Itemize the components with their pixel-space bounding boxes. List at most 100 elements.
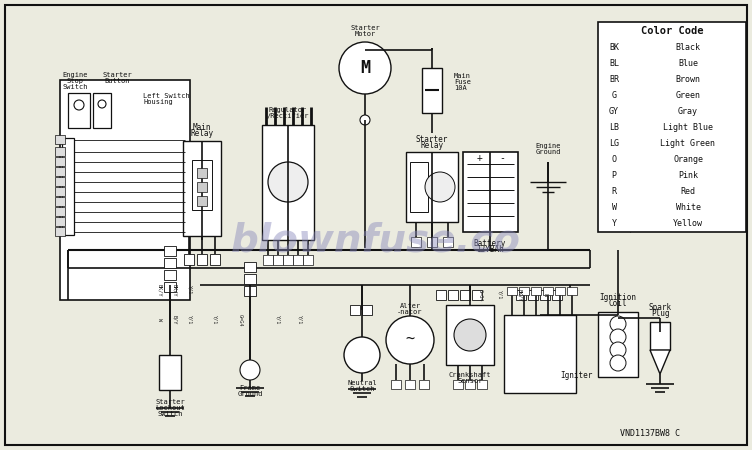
Bar <box>164 258 176 268</box>
Bar <box>55 197 65 206</box>
Bar <box>567 287 577 295</box>
Text: blownfuse.co: blownfuse.co <box>231 221 521 259</box>
Text: Starter: Starter <box>350 25 380 31</box>
Text: Spark: Spark <box>648 303 672 312</box>
Text: Relay: Relay <box>190 130 214 139</box>
Bar <box>55 227 65 236</box>
Text: Y/1: Y/1 <box>275 315 280 325</box>
Text: Starter: Starter <box>416 135 448 144</box>
Text: Frame: Frame <box>239 385 261 391</box>
Circle shape <box>386 316 434 364</box>
Text: Y/1: Y/1 <box>298 315 302 325</box>
Text: +: + <box>477 153 483 163</box>
Text: GY: GY <box>609 108 619 117</box>
Polygon shape <box>650 350 670 374</box>
Text: BR: BR <box>609 76 619 85</box>
Text: O: O <box>611 156 617 165</box>
Bar <box>55 217 65 226</box>
Bar <box>263 255 273 265</box>
Text: R: R <box>611 188 617 197</box>
Bar <box>406 152 458 222</box>
Text: Starter: Starter <box>155 399 185 405</box>
Bar <box>244 262 256 272</box>
Circle shape <box>344 337 380 373</box>
Bar <box>197 182 207 192</box>
Bar <box>244 274 256 284</box>
Bar <box>55 147 65 156</box>
Text: Brown: Brown <box>675 76 701 85</box>
Text: Lockout: Lockout <box>155 405 185 411</box>
Text: White: White <box>675 203 701 212</box>
Bar <box>598 312 638 377</box>
Circle shape <box>610 355 626 371</box>
Circle shape <box>98 100 106 108</box>
Circle shape <box>610 316 626 332</box>
Bar <box>391 380 401 389</box>
Bar <box>448 290 458 300</box>
Bar <box>55 187 65 196</box>
Bar <box>55 177 65 186</box>
Text: Orange: Orange <box>673 156 703 165</box>
Text: ~: ~ <box>405 330 414 346</box>
Text: 10A: 10A <box>454 85 467 91</box>
Text: Fuse: Fuse <box>454 79 471 85</box>
Circle shape <box>610 329 626 345</box>
Text: BL: BL <box>609 59 619 68</box>
Text: Motor: Motor <box>354 31 376 37</box>
Text: Main: Main <box>454 73 471 79</box>
Bar <box>192 160 212 210</box>
Text: Regulator: Regulator <box>269 107 307 113</box>
Text: G=G4: G=G4 <box>478 289 483 301</box>
Text: Y/1: Y/1 <box>498 290 502 300</box>
Circle shape <box>240 360 260 380</box>
Text: Coil: Coil <box>609 300 627 309</box>
Text: Y/1: Y/1 <box>187 315 193 325</box>
Bar <box>68 93 90 128</box>
Bar <box>197 253 207 265</box>
Text: Blue: Blue <box>678 59 698 68</box>
Bar <box>504 315 576 393</box>
Text: Switch: Switch <box>349 386 374 392</box>
Text: BK/Y: BK/Y <box>517 289 523 301</box>
Text: Crankshaft: Crankshaft <box>449 372 491 378</box>
Bar <box>411 237 421 247</box>
Text: Stop: Stop <box>66 78 83 84</box>
Bar <box>552 290 562 300</box>
Text: Main: Main <box>193 123 211 132</box>
Text: Ground: Ground <box>535 149 561 155</box>
Bar <box>262 125 314 239</box>
Bar <box>516 290 526 300</box>
Bar <box>427 237 437 247</box>
Bar <box>422 68 442 113</box>
Text: Gray: Gray <box>678 108 698 117</box>
Bar <box>164 282 176 292</box>
Bar <box>183 140 221 235</box>
Text: Red: Red <box>681 188 696 197</box>
Text: Black: Black <box>675 44 701 53</box>
Bar <box>460 290 470 300</box>
Circle shape <box>74 100 84 110</box>
Bar <box>465 380 475 389</box>
Bar <box>453 380 463 389</box>
Text: Y/1: Y/1 <box>213 315 217 325</box>
Bar <box>55 157 65 166</box>
Text: LB: LB <box>609 123 619 132</box>
Text: M: M <box>360 59 370 77</box>
Bar <box>244 286 256 296</box>
Bar <box>531 287 541 295</box>
Bar <box>55 135 65 144</box>
Text: Igniter: Igniter <box>560 370 593 379</box>
Bar <box>197 168 207 178</box>
Text: Ground: Ground <box>237 391 262 397</box>
Text: Neutral: Neutral <box>347 380 377 386</box>
Text: G=G4: G=G4 <box>238 314 242 326</box>
Bar <box>446 305 494 365</box>
Text: BK/Y: BK/Y <box>157 284 162 296</box>
Bar <box>472 290 482 300</box>
Bar <box>159 355 181 390</box>
Bar <box>543 287 553 295</box>
Bar <box>164 270 176 280</box>
Text: Alter: Alter <box>399 303 420 309</box>
Circle shape <box>454 319 486 351</box>
Text: G: G <box>611 91 617 100</box>
